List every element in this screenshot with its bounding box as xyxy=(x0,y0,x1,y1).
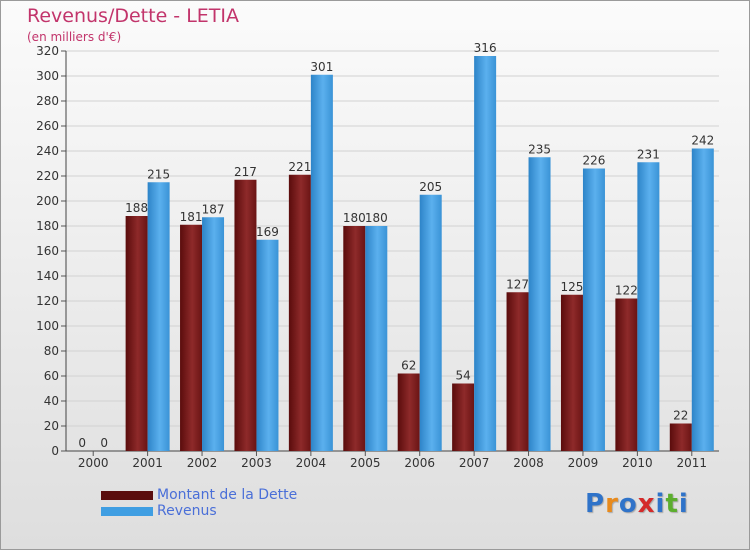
data-label-dette: 188 xyxy=(125,201,148,215)
y-tick-label: 80 xyxy=(44,344,59,358)
y-tick-label: 280 xyxy=(36,94,59,108)
bar-revenus xyxy=(474,56,497,451)
bar-revenus xyxy=(691,148,714,451)
data-label-revenus: 169 xyxy=(256,225,279,239)
x-tick-label: 2007 xyxy=(459,456,490,470)
bar-dette xyxy=(125,216,148,451)
y-tick-label: 260 xyxy=(36,119,59,133)
data-label-revenus: 301 xyxy=(310,60,333,74)
x-tick-label: 2000 xyxy=(78,456,109,470)
data-label-revenus: 242 xyxy=(691,134,714,148)
bar-dette xyxy=(397,373,420,451)
bar-dette xyxy=(180,224,203,451)
y-tick-label: 240 xyxy=(36,144,59,158)
legend-label-dette: Montant de la Dette xyxy=(157,487,298,503)
y-tick-label: 120 xyxy=(36,294,59,308)
data-label-revenus: 205 xyxy=(419,180,442,194)
logo-letter: t xyxy=(665,489,679,519)
bar-dette xyxy=(560,294,583,451)
data-label-revenus: 215 xyxy=(147,167,170,181)
x-tick-label: 2002 xyxy=(187,456,218,470)
data-label-revenus: 316 xyxy=(474,41,497,55)
logo-letter: r xyxy=(605,489,619,519)
data-label-dette: 62 xyxy=(401,359,416,373)
bar-revenus xyxy=(202,217,225,451)
x-tick-label: 2001 xyxy=(132,456,163,470)
bar-revenus xyxy=(637,162,660,451)
data-label-dette: 127 xyxy=(506,277,529,291)
bar-dette xyxy=(669,423,692,451)
y-tick-label: 0 xyxy=(51,444,59,458)
data-label-dette: 181 xyxy=(180,210,203,224)
y-tick-label: 320 xyxy=(36,44,59,58)
data-label-dette: 54 xyxy=(455,369,470,383)
bar-dette xyxy=(234,179,257,451)
bar-dette xyxy=(343,226,366,451)
data-label-revenus: 180 xyxy=(365,211,388,225)
data-label-dette: 125 xyxy=(561,280,584,294)
data-label-dette: 0 xyxy=(78,436,86,450)
data-label-dette: 221 xyxy=(288,160,311,174)
legend-label-revenus: Revenus xyxy=(157,503,217,519)
chart-title: Revenus/Dette - LETIA xyxy=(27,5,239,27)
y-tick-label: 180 xyxy=(36,219,59,233)
x-tick-label: 2008 xyxy=(513,456,544,470)
y-tick-label: 60 xyxy=(44,369,59,383)
y-tick-label: 300 xyxy=(36,69,59,83)
y-tick-label: 200 xyxy=(36,194,59,208)
x-tick-label: 2003 xyxy=(241,456,272,470)
y-tick-label: 160 xyxy=(36,244,59,258)
bar-revenus xyxy=(256,239,279,451)
bar-revenus xyxy=(582,168,605,451)
legend-swatch-revenus xyxy=(101,507,153,516)
bar-revenus xyxy=(147,182,170,451)
y-tick-label: 20 xyxy=(44,419,59,433)
logo-letter: i xyxy=(655,489,666,519)
bar-revenus xyxy=(365,226,388,451)
bar-dette xyxy=(615,298,638,451)
bar-dette xyxy=(452,383,475,451)
x-tick-label: 2005 xyxy=(350,456,381,470)
logo-letter: i xyxy=(678,489,689,519)
data-label-dette: 180 xyxy=(343,211,366,225)
bar-revenus xyxy=(528,157,551,451)
y-tick-label: 140 xyxy=(36,269,59,283)
logo-letter: P xyxy=(585,489,606,519)
bar-dette xyxy=(506,292,529,451)
x-tick-label: 2010 xyxy=(622,456,653,470)
y-tick-label: 220 xyxy=(36,169,59,183)
data-label-revenus: 0 xyxy=(100,436,108,450)
bar-revenus xyxy=(310,74,333,451)
data-label-revenus: 235 xyxy=(528,142,551,156)
data-label-dette: 217 xyxy=(234,165,257,179)
data-label-revenus: 226 xyxy=(583,154,606,168)
bar-revenus xyxy=(419,194,442,451)
logo-letter: o xyxy=(618,489,638,519)
x-tick-label: 2004 xyxy=(296,456,327,470)
data-label-dette: 22 xyxy=(673,409,688,423)
proxiti-logo: Proxiti xyxy=(585,489,689,519)
chart-subtitle: (en milliers d'€) xyxy=(27,30,122,44)
y-tick-label: 100 xyxy=(36,319,59,333)
data-label-revenus: 187 xyxy=(202,202,225,216)
y-tick-label: 40 xyxy=(44,394,59,408)
x-tick-label: 2009 xyxy=(568,456,599,470)
x-tick-label: 2006 xyxy=(404,456,435,470)
legend-swatch-dette xyxy=(101,491,153,500)
bar-dette xyxy=(288,174,311,451)
logo-letter: x xyxy=(637,489,656,519)
data-label-dette: 122 xyxy=(615,284,638,298)
data-label-revenus: 231 xyxy=(637,147,660,161)
x-tick-label: 2011 xyxy=(677,456,708,470)
